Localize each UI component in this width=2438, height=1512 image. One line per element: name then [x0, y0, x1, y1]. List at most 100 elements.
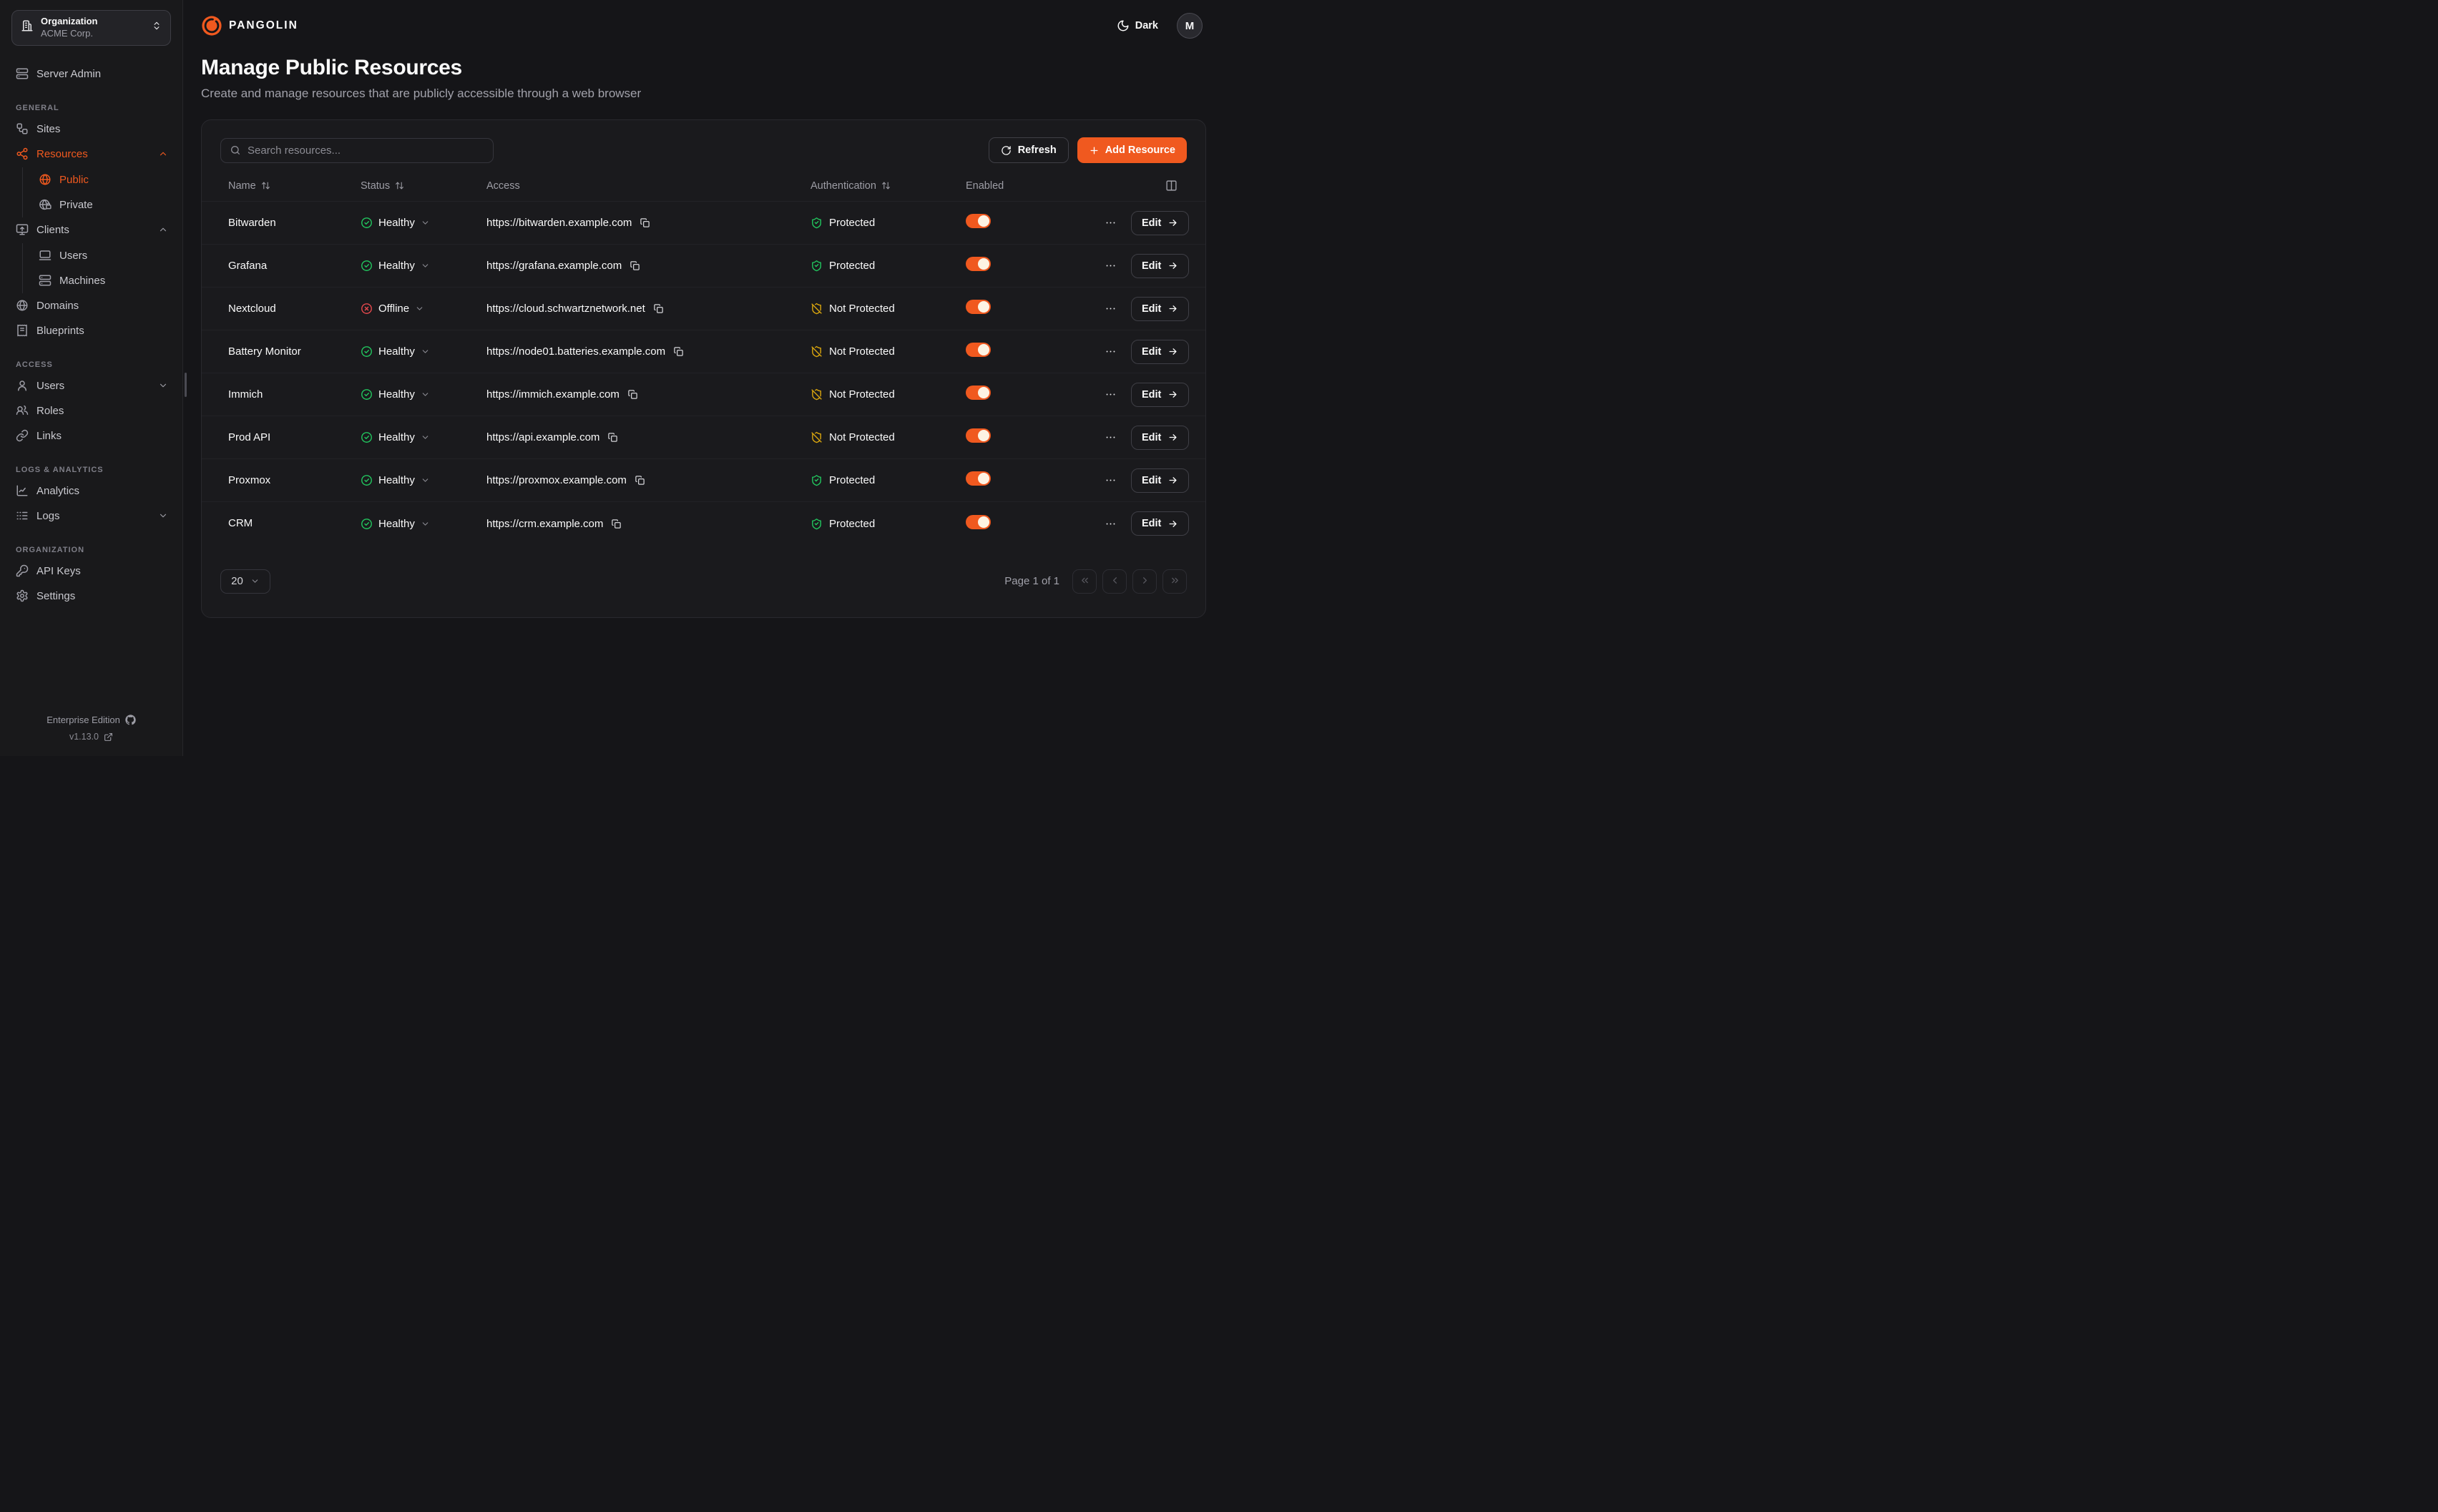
sidebar-item-label: Users	[36, 379, 65, 392]
edit-button[interactable]: Edit	[1131, 253, 1190, 278]
sidebar-item-domains[interactable]: Domains	[9, 293, 175, 318]
enabled-toggle[interactable]	[966, 428, 991, 443]
enabled-toggle[interactable]	[966, 343, 991, 357]
edit-label: Edit	[1142, 431, 1162, 443]
sidebar-item-links[interactable]: Links	[9, 423, 175, 448]
copy-icon[interactable]	[653, 303, 664, 314]
enabled-toggle[interactable]	[966, 386, 991, 400]
edit-button[interactable]: Edit	[1131, 210, 1190, 235]
sidebar: Organization ACME Corp. Server Admin GENE…	[0, 0, 183, 756]
column-header-status[interactable]: Status	[361, 180, 486, 192]
sidebar-item-users[interactable]: Users	[31, 243, 175, 268]
copy-icon[interactable]	[673, 346, 684, 357]
table-header: Name Status Access Authentication Enable…	[202, 170, 1205, 202]
row-menu-button[interactable]	[1105, 345, 1117, 358]
row-menu-button[interactable]	[1105, 260, 1117, 272]
columns-icon[interactable]	[1165, 180, 1178, 192]
enabled-toggle[interactable]	[966, 514, 991, 529]
resource-url[interactable]: https://crm.example.com	[486, 517, 604, 530]
theme-toggle[interactable]: Dark	[1117, 19, 1158, 32]
row-menu-button[interactable]	[1105, 217, 1117, 229]
search-box[interactable]	[220, 137, 494, 163]
sites-icon	[16, 122, 29, 135]
sidebar-item-logs[interactable]: Logs	[9, 504, 175, 529]
copy-icon[interactable]	[640, 217, 650, 228]
resource-name: Immich	[228, 388, 263, 401]
column-header-name[interactable]: Name	[228, 180, 361, 192]
edit-label: Edit	[1142, 260, 1162, 272]
status-dropdown[interactable]: Healthy	[361, 345, 430, 358]
enabled-toggle[interactable]	[966, 471, 991, 486]
status-dropdown[interactable]: Healthy	[361, 474, 430, 486]
sidebar-scrollbar-thumb[interactable]	[185, 373, 187, 397]
sidebar-item-users[interactable]: Users	[9, 373, 175, 398]
sidebar-item-roles[interactable]: Roles	[9, 398, 175, 423]
resource-url[interactable]: https://cloud.schwartznetwork.net	[486, 303, 645, 315]
edit-button[interactable]: Edit	[1131, 339, 1190, 364]
monitor-up-icon	[16, 223, 29, 236]
sidebar-item-resources[interactable]: Resources	[9, 142, 175, 167]
arrow-right-icon	[1167, 432, 1178, 443]
sidebar-item-server-admin[interactable]: Server Admin	[9, 62, 175, 87]
sidebar-item-public[interactable]: Public	[31, 167, 175, 192]
resources-icon	[16, 147, 29, 160]
topbar: PANGOLIN Dark M	[201, 0, 1206, 39]
row-menu-button[interactable]	[1105, 518, 1117, 530]
column-header-authentication[interactable]: Authentication	[811, 180, 966, 192]
edit-button[interactable]: Edit	[1131, 511, 1190, 536]
resource-url[interactable]: https://grafana.example.com	[486, 260, 622, 272]
sidebar-item-analytics[interactable]: Analytics	[9, 478, 175, 504]
add-resource-button[interactable]: Add Resource	[1077, 137, 1187, 163]
status-dropdown[interactable]: Healthy	[361, 388, 430, 401]
sidebar-item-settings[interactable]: Settings	[9, 584, 175, 609]
sidebar-item-clients[interactable]: Clients	[9, 217, 175, 242]
enabled-toggle[interactable]	[966, 214, 991, 228]
status-dropdown[interactable]: Healthy	[361, 518, 430, 530]
sidebar-item-label: Links	[36, 429, 62, 442]
copy-icon[interactable]	[630, 260, 640, 271]
copy-icon[interactable]	[607, 432, 618, 443]
refresh-button[interactable]: Refresh	[988, 137, 1069, 163]
brand-logo[interactable]: PANGOLIN	[201, 15, 298, 36]
page-size-select[interactable]: 20	[220, 569, 270, 594]
copy-icon[interactable]	[611, 519, 622, 529]
row-menu-button[interactable]	[1105, 303, 1117, 315]
edit-button[interactable]: Edit	[1131, 425, 1190, 450]
org-switcher[interactable]: Organization ACME Corp.	[11, 10, 171, 46]
prev-page-button[interactable]	[1102, 569, 1127, 594]
edition-link[interactable]: Enterprise Edition	[46, 715, 136, 725]
table-row: Proxmox Healthy https://proxmox.example.…	[202, 459, 1205, 502]
status-dropdown[interactable]: Offline	[361, 303, 424, 315]
version-link[interactable]: v1.13.0	[69, 732, 113, 742]
search-input[interactable]	[248, 144, 484, 157]
resource-url[interactable]: https://api.example.com	[486, 431, 600, 443]
sidebar-item-private[interactable]: Private	[31, 192, 175, 217]
next-page-button[interactable]	[1132, 569, 1157, 594]
sidebar-item-blueprints[interactable]: Blueprints	[9, 318, 175, 343]
status-dropdown[interactable]: Healthy	[361, 260, 430, 272]
sidebar-item-machines[interactable]: Machines	[31, 268, 175, 293]
edit-button[interactable]: Edit	[1131, 468, 1190, 493]
avatar[interactable]: M	[1177, 13, 1203, 39]
resource-url[interactable]: https://immich.example.com	[486, 388, 620, 401]
sidebar-item-sites[interactable]: Sites	[9, 117, 175, 142]
enabled-toggle[interactable]	[966, 257, 991, 271]
enabled-toggle[interactable]	[966, 300, 991, 314]
copy-icon[interactable]	[635, 475, 645, 486]
sidebar-item-api-keys[interactable]: API Keys	[9, 559, 175, 584]
copy-icon[interactable]	[627, 389, 638, 400]
status-dropdown[interactable]: Healthy	[361, 217, 430, 229]
status-label: Healthy	[378, 431, 415, 443]
edit-button[interactable]: Edit	[1131, 382, 1190, 407]
row-menu-button[interactable]	[1105, 431, 1117, 443]
resource-url[interactable]: https://node01.batteries.example.com	[486, 345, 666, 358]
last-page-button[interactable]	[1162, 569, 1187, 594]
row-menu-button[interactable]	[1105, 388, 1117, 401]
resource-url[interactable]: https://proxmox.example.com	[486, 474, 627, 486]
status-dropdown[interactable]: Healthy	[361, 431, 430, 443]
row-menu-button[interactable]	[1105, 474, 1117, 486]
edit-button[interactable]: Edit	[1131, 296, 1190, 321]
chevron-right-icon	[1140, 575, 1150, 588]
resource-url[interactable]: https://bitwarden.example.com	[486, 217, 632, 229]
first-page-button[interactable]	[1072, 569, 1097, 594]
